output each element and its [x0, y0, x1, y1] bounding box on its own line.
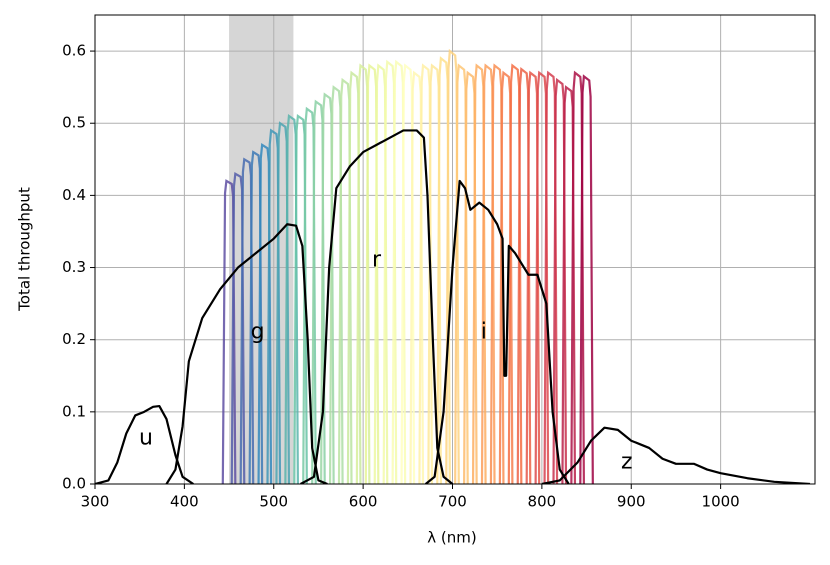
- y-tick-label: 0.6: [62, 42, 86, 60]
- band-label: i: [481, 319, 487, 344]
- plot: [95, 48, 811, 484]
- narrowband-filter: [579, 74, 594, 484]
- y-tick-label: 0.0: [62, 475, 86, 493]
- band-label: r: [372, 247, 382, 272]
- x-tick-label: 400: [170, 493, 199, 511]
- x-tick-label: 900: [617, 493, 646, 511]
- band-curve: [424, 179, 570, 484]
- band-curve: [300, 129, 454, 484]
- y-tick-label: 0.4: [62, 186, 86, 204]
- plot-frame: [94, 14, 816, 485]
- band-label: z: [621, 449, 633, 474]
- band-label: u: [139, 426, 153, 451]
- x-tick-label: 600: [349, 493, 378, 511]
- y-tick-label: 0.2: [62, 330, 86, 348]
- y-tick-label: 0.1: [62, 402, 86, 420]
- x-tick-label: 500: [259, 493, 288, 511]
- band-curve: [165, 223, 328, 484]
- band-label: g: [251, 319, 265, 344]
- y-axis-label: Total throughput: [16, 187, 34, 312]
- band-curve: [541, 426, 811, 484]
- x-tick-label: 300: [81, 493, 110, 511]
- x-tick-label: 800: [528, 493, 557, 511]
- x-tick-label: 700: [438, 493, 467, 511]
- y-tick-label: 0.3: [62, 258, 86, 276]
- x-tick-label: 1000: [702, 493, 740, 511]
- y-tick-label: 0.5: [62, 114, 86, 132]
- x-axis-label: λ (nm): [427, 529, 476, 547]
